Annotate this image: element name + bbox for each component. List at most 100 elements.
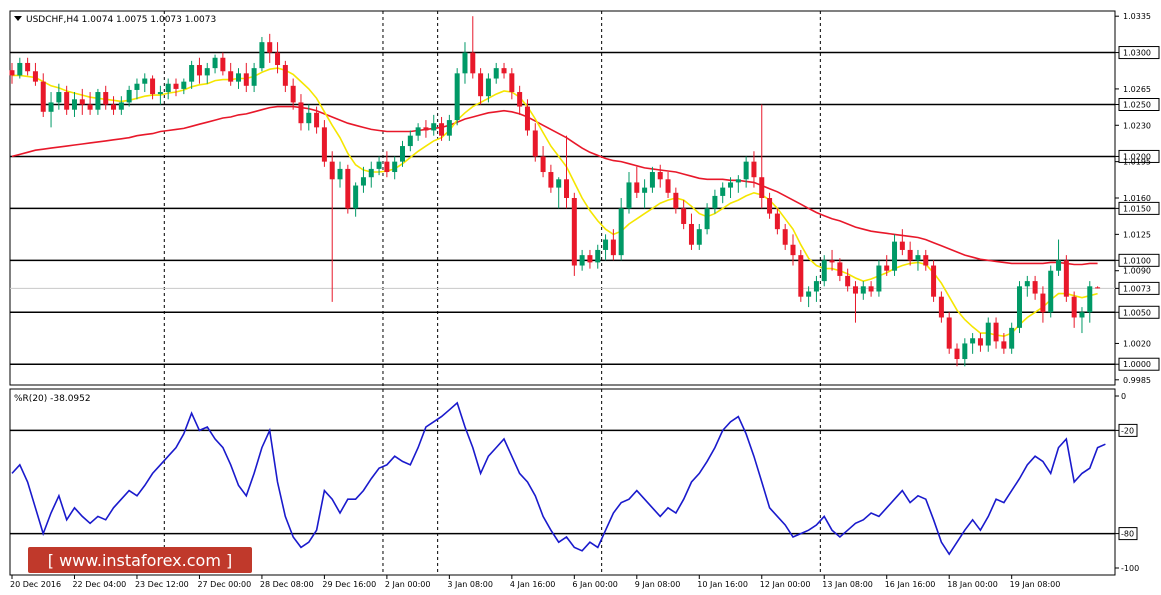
candle <box>87 92 93 115</box>
time-tick-label: 19 Jan 08:00 <box>1010 580 1061 589</box>
candle <box>759 104 765 209</box>
candle <box>782 223 788 250</box>
time-tick-label: 13 Jan 08:00 <box>822 580 873 589</box>
candle <box>235 68 241 89</box>
candle <box>306 104 312 131</box>
time-tick-label: 6 Jan 00:00 <box>572 580 618 589</box>
candle <box>798 249 804 302</box>
candle <box>665 172 671 198</box>
watermark-text: [ www.instaforex.com ] <box>48 551 232 570</box>
candle <box>212 54 218 74</box>
candle <box>290 78 296 110</box>
candle <box>228 62 234 86</box>
candle <box>282 60 288 93</box>
candle <box>196 57 202 84</box>
time-tick-label: 9 Jan 08:00 <box>635 580 681 589</box>
candle <box>360 166 366 193</box>
candle <box>462 42 468 84</box>
candle <box>845 268 851 292</box>
candle <box>259 36 265 72</box>
candle <box>501 62 507 79</box>
candle <box>813 275 819 302</box>
candle <box>407 130 413 152</box>
williams-r-line <box>11 401 1106 556</box>
indicator-axis: 0 -20 -80 -100 <box>1115 392 1139 573</box>
candle <box>275 42 281 74</box>
candle <box>915 249 921 271</box>
candle <box>509 68 515 100</box>
candle <box>1024 275 1030 297</box>
candle <box>642 179 648 209</box>
candle <box>610 229 616 261</box>
candle <box>634 166 640 198</box>
time-tick-label: 29 Dec 16:00 <box>322 580 376 589</box>
candle <box>556 177 562 209</box>
candle <box>977 333 983 352</box>
time-tick-label: 16 Jan 16:00 <box>885 580 936 589</box>
price-tick-label: 1.0000 <box>1123 360 1151 369</box>
candle <box>17 57 23 79</box>
candle <box>134 78 140 100</box>
candle <box>298 94 304 131</box>
candle <box>532 123 538 162</box>
candle <box>337 161 343 188</box>
candle <box>40 73 46 117</box>
candle <box>1048 265 1054 318</box>
candle <box>251 62 257 93</box>
candle <box>1040 286 1046 323</box>
price-tick-label: 1.0200 <box>1123 152 1151 161</box>
indicator-header-text: %R(20) -38.0952 <box>14 394 91 404</box>
indicator-tick-label: 0 <box>1121 392 1126 401</box>
symbol-header: USDCHF,H4 1.0074 1.0075 1.0073 1.0073 <box>14 15 216 25</box>
candle <box>142 73 148 93</box>
candle <box>1032 275 1038 300</box>
candle <box>735 175 741 193</box>
fast-ma-line <box>12 67 1098 338</box>
candle <box>56 83 62 110</box>
time-tick-label: 23 Dec 12:00 <box>135 580 189 589</box>
dropdown-arrow-icon[interactable] <box>14 16 22 21</box>
candle <box>173 78 179 97</box>
candle <box>579 249 585 271</box>
candle <box>821 255 827 287</box>
time-tick-label: 4 Jan 16:00 <box>510 580 556 589</box>
time-tick-label: 12 Jan 00:00 <box>760 580 811 589</box>
candle <box>524 99 530 136</box>
candle <box>345 164 351 214</box>
candle <box>837 258 843 282</box>
candles <box>9 16 1101 367</box>
price-level-label-box <box>1118 201 1160 215</box>
candle <box>540 146 546 178</box>
candle <box>431 114 437 136</box>
candle <box>852 281 858 323</box>
candle <box>595 244 601 269</box>
price-level-label-box <box>1118 253 1160 267</box>
candle <box>400 140 405 167</box>
candle <box>743 156 749 188</box>
price-tick-label: 1.0090 <box>1123 267 1151 276</box>
watermark: [ www.instaforex.com ] <box>28 547 252 573</box>
price-level-label-box <box>1118 305 1160 319</box>
candle <box>712 189 718 214</box>
candle <box>64 85 70 115</box>
candle <box>470 16 476 79</box>
candle <box>118 96 124 115</box>
candle <box>446 114 452 141</box>
price-tick-label: 1.0100 <box>1123 256 1151 265</box>
candle <box>688 213 694 250</box>
indicator-level-label-box <box>1118 527 1138 541</box>
candle <box>423 120 429 138</box>
candle <box>962 338 968 367</box>
price-level-label-box <box>1118 149 1160 163</box>
candle <box>603 234 609 261</box>
candle <box>954 343 960 367</box>
time-tick-label: 27 Dec 00:00 <box>197 580 251 589</box>
candle <box>618 198 624 261</box>
time-tick-label: 28 Dec 08:00 <box>260 580 314 589</box>
candle <box>1056 239 1062 276</box>
candle <box>181 78 187 95</box>
candle <box>985 317 991 352</box>
slow-ma-line <box>11 105 1098 266</box>
candle <box>220 52 226 76</box>
